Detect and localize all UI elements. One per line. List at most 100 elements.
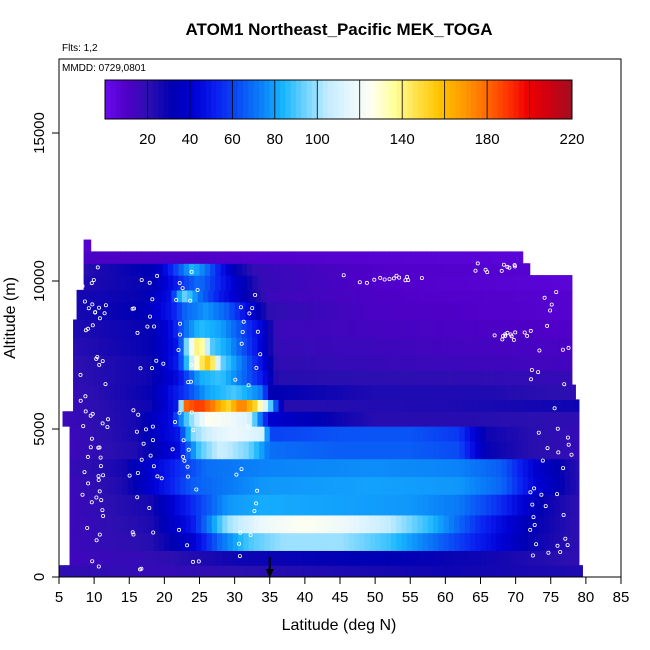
heat-cell	[394, 399, 401, 412]
heat-cell	[496, 550, 503, 566]
heat-cell	[491, 532, 497, 551]
heat-cell	[512, 426, 518, 442]
heat-cell	[368, 384, 374, 400]
heat-cell	[396, 494, 403, 516]
sample-point	[562, 382, 567, 387]
heat-cell	[327, 440, 334, 460]
heat-cell	[491, 565, 497, 577]
y-axis-label: Altitude (m)	[2, 277, 19, 359]
heat-cell	[183, 275, 190, 291]
heat-cell	[459, 440, 466, 460]
heat-cell	[436, 251, 443, 264]
sample-point	[387, 277, 392, 282]
heat-cell	[510, 384, 517, 400]
heat-cell	[88, 369, 95, 386]
heat-cell	[364, 532, 371, 551]
heat-cell	[354, 494, 360, 516]
heat-cell	[178, 369, 185, 386]
heat-cell	[273, 337, 280, 356]
heat-cell	[259, 426, 266, 442]
heat-cell	[406, 550, 413, 566]
heat-cell	[199, 275, 206, 291]
heat-cell	[80, 550, 86, 566]
heat-cell	[297, 289, 304, 303]
heat-cell	[357, 263, 364, 276]
heat-cell	[215, 369, 222, 386]
sample-point	[569, 452, 574, 457]
heat-cell	[554, 458, 561, 477]
heat-cell	[417, 514, 424, 534]
heat-cell	[269, 440, 276, 460]
heat-cell	[125, 411, 132, 427]
heat-cell	[347, 411, 353, 427]
heat-cell	[143, 532, 150, 551]
heat-cell	[109, 355, 116, 371]
heat-cell	[338, 550, 345, 566]
heat-cell	[438, 565, 445, 577]
heat-cell	[157, 411, 164, 427]
heat-cell	[210, 399, 216, 412]
heat-cell	[157, 275, 164, 291]
heat-cell	[568, 319, 573, 338]
sample-point	[566, 345, 571, 350]
sample-point	[177, 410, 182, 415]
heat-cell	[109, 399, 116, 412]
heat-cell	[174, 440, 181, 460]
heat-cell	[420, 275, 427, 291]
heat-cell	[153, 494, 160, 516]
heat-cell	[185, 476, 192, 495]
x-tick-label: 85	[613, 589, 630, 606]
heat-cell	[457, 275, 464, 291]
heat-cell	[169, 514, 176, 534]
heat-cell	[364, 476, 371, 495]
heat-cell	[222, 550, 229, 566]
heat-cell	[389, 411, 396, 427]
heat-cell	[95, 426, 102, 442]
sample-point	[186, 447, 191, 452]
heat-cell	[552, 399, 559, 412]
heat-cell	[241, 399, 248, 412]
heat-cell	[517, 532, 524, 551]
colorbar-segment	[285, 80, 292, 119]
heat-cell	[273, 319, 280, 338]
heat-cell	[531, 337, 538, 356]
heat-cell	[222, 494, 229, 516]
heat-cell	[468, 399, 475, 412]
heat-cell	[491, 476, 497, 495]
heat-cell	[359, 494, 366, 516]
heat-cell	[232, 440, 239, 460]
heat-cell	[204, 355, 211, 371]
heat-cell	[417, 458, 424, 477]
heat-cell	[264, 494, 271, 516]
heat-cell	[420, 337, 427, 356]
heat-cell	[447, 411, 453, 427]
heat-cell	[368, 251, 374, 264]
heat-cell	[296, 550, 302, 566]
heat-cell	[496, 514, 503, 534]
heat-cell	[120, 399, 127, 412]
heat-cell	[420, 355, 427, 371]
heat-cell	[469, 514, 476, 534]
heat-cell	[401, 532, 408, 551]
heat-cell	[520, 263, 527, 276]
heat-cell	[390, 440, 397, 460]
heat-cell	[294, 411, 301, 427]
heat-cell	[517, 494, 524, 516]
heat-cell	[88, 411, 95, 427]
heat-cell	[246, 369, 253, 386]
heat-cell	[433, 550, 439, 566]
heat-cell	[378, 399, 385, 412]
heat-cell	[336, 399, 343, 412]
heat-cell	[95, 514, 102, 534]
heat-cell	[548, 476, 555, 495]
heat-cell	[471, 289, 478, 303]
heat-cell	[462, 263, 469, 276]
heat-cell	[197, 301, 204, 321]
sample-point	[150, 438, 155, 443]
heat-cell	[141, 319, 148, 338]
heat-cell	[127, 476, 134, 495]
latitude-marker-arrow	[265, 557, 274, 578]
heat-cell	[445, 289, 452, 303]
heat-cell	[90, 565, 97, 577]
heat-cell	[464, 565, 471, 577]
